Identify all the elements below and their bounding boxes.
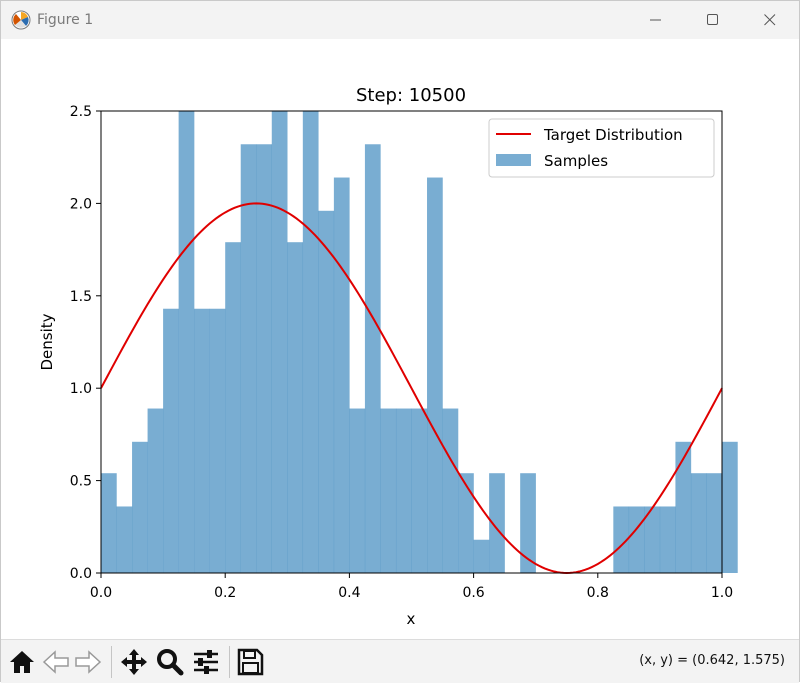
legend-entry-samples: Samples — [544, 152, 608, 170]
histogram-bar — [411, 408, 428, 573]
histogram-bar — [271, 111, 288, 573]
x-axis-label: x — [407, 610, 416, 628]
histogram-bar — [318, 210, 335, 574]
x-tick-label: 0.8 — [587, 585, 609, 601]
histogram-bar — [427, 177, 443, 573]
maximize-icon — [707, 14, 718, 25]
navigation-toolbar: (x, y) = (0.642, 1.575) — [1, 639, 799, 683]
x-tick-label: 0.6 — [462, 585, 484, 601]
x-tick-label: 0.0 — [90, 585, 112, 601]
y-axis-ticks: 0.0 0.5 1.0 1.5 2.0 2.5 — [70, 104, 101, 582]
histogram-bar — [101, 473, 117, 573]
histogram-bar — [178, 111, 195, 573]
histogram-bar — [349, 408, 366, 573]
title-bar[interactable]: Figure 1 — [1, 1, 799, 39]
legend-bar-swatch — [496, 154, 531, 166]
cursor-coordinates: (x, y) = (0.642, 1.575) — [639, 653, 785, 668]
x-tick-label: 0.4 — [338, 585, 360, 601]
histogram-bar — [147, 408, 164, 573]
histogram-bar — [132, 441, 148, 573]
forward-button[interactable] — [73, 648, 103, 676]
histogram-bar — [628, 506, 645, 573]
histogram-bar — [163, 308, 179, 573]
matplotlib-icon — [11, 10, 31, 30]
save-button[interactable] — [235, 648, 265, 676]
zoom-button[interactable] — [155, 648, 185, 676]
histogram-bar — [256, 144, 272, 573]
forward-icon — [75, 650, 102, 674]
x-tick-label: 0.2 — [214, 585, 236, 601]
histogram-bar — [659, 506, 676, 573]
home-button[interactable] — [7, 648, 37, 676]
histogram-bar — [287, 242, 304, 573]
home-icon — [10, 651, 34, 673]
chart-title: Step: 10500 — [356, 85, 466, 106]
toolbar-separator — [229, 646, 230, 678]
histogram-chart[interactable]: Step: 10500 0.0 0.2 0.4 0.6 0.8 1.0 0.0 0.5 1.0… — [1, 39, 799, 639]
legend: Target Distribution Samples — [488, 118, 715, 178]
histogram-bar — [675, 441, 692, 573]
histogram-bar — [613, 506, 630, 573]
close-button[interactable] — [747, 1, 793, 39]
toolbar-separator — [111, 646, 112, 678]
histogram-bar — [706, 473, 723, 573]
back-icon — [42, 650, 69, 674]
configure-subplots-icon — [194, 650, 218, 674]
histogram-bar — [380, 408, 397, 573]
figure-canvas[interactable]: Step: 10500 0.0 0.2 0.4 0.6 0.8 1.0 0.0 0.5 1.0… — [1, 39, 799, 639]
close-icon — [764, 14, 776, 26]
histogram-bar — [722, 441, 738, 573]
histogram-bar — [209, 308, 226, 573]
minimize-icon — [650, 19, 661, 21]
y-tick-label: 0.5 — [70, 474, 92, 490]
histogram-bar — [116, 506, 133, 573]
y-tick-label: 2.0 — [70, 196, 92, 212]
histogram-bar — [489, 473, 505, 573]
save-icon — [237, 648, 264, 676]
histogram-bar — [458, 473, 474, 573]
histogram-bar — [194, 308, 210, 573]
y-tick-label: 0.0 — [70, 566, 92, 582]
x-axis-ticks: 0.0 0.2 0.4 0.6 0.8 1.0 — [90, 573, 733, 601]
zoom-icon — [157, 649, 184, 676]
histogram-bar — [395, 408, 412, 573]
histogram-bar — [690, 473, 707, 573]
histogram-bars — [101, 111, 738, 574]
y-tick-label: 2.5 — [70, 104, 92, 120]
back-button[interactable] — [41, 648, 71, 676]
pan-icon — [121, 649, 147, 675]
y-tick-label: 1.5 — [70, 289, 92, 305]
histogram-bar — [364, 144, 381, 573]
histogram-bar — [225, 242, 241, 573]
histogram-bar — [442, 408, 459, 573]
minimize-button[interactable] — [633, 1, 679, 39]
histogram-bar — [644, 506, 661, 573]
histogram-bar — [302, 111, 319, 573]
legend-box — [488, 118, 715, 178]
plot-frame — [100, 110, 723, 574]
histogram-bar — [473, 539, 490, 573]
legend-entry-target: Target Distribution — [543, 126, 683, 144]
target-distribution-line — [100, 202, 723, 575]
histogram-bar — [333, 177, 350, 573]
y-tick-label: 1.0 — [70, 381, 92, 397]
histogram-bar — [520, 473, 536, 573]
y-axis-label: Density — [38, 313, 56, 370]
maximize-button[interactable] — [690, 1, 736, 39]
window-title: Figure 1 — [37, 12, 94, 28]
pan-button[interactable] — [119, 648, 149, 676]
histogram-bar — [240, 144, 257, 573]
configure-subplots-button[interactable] — [191, 648, 221, 676]
x-tick-label: 1.0 — [711, 585, 733, 601]
